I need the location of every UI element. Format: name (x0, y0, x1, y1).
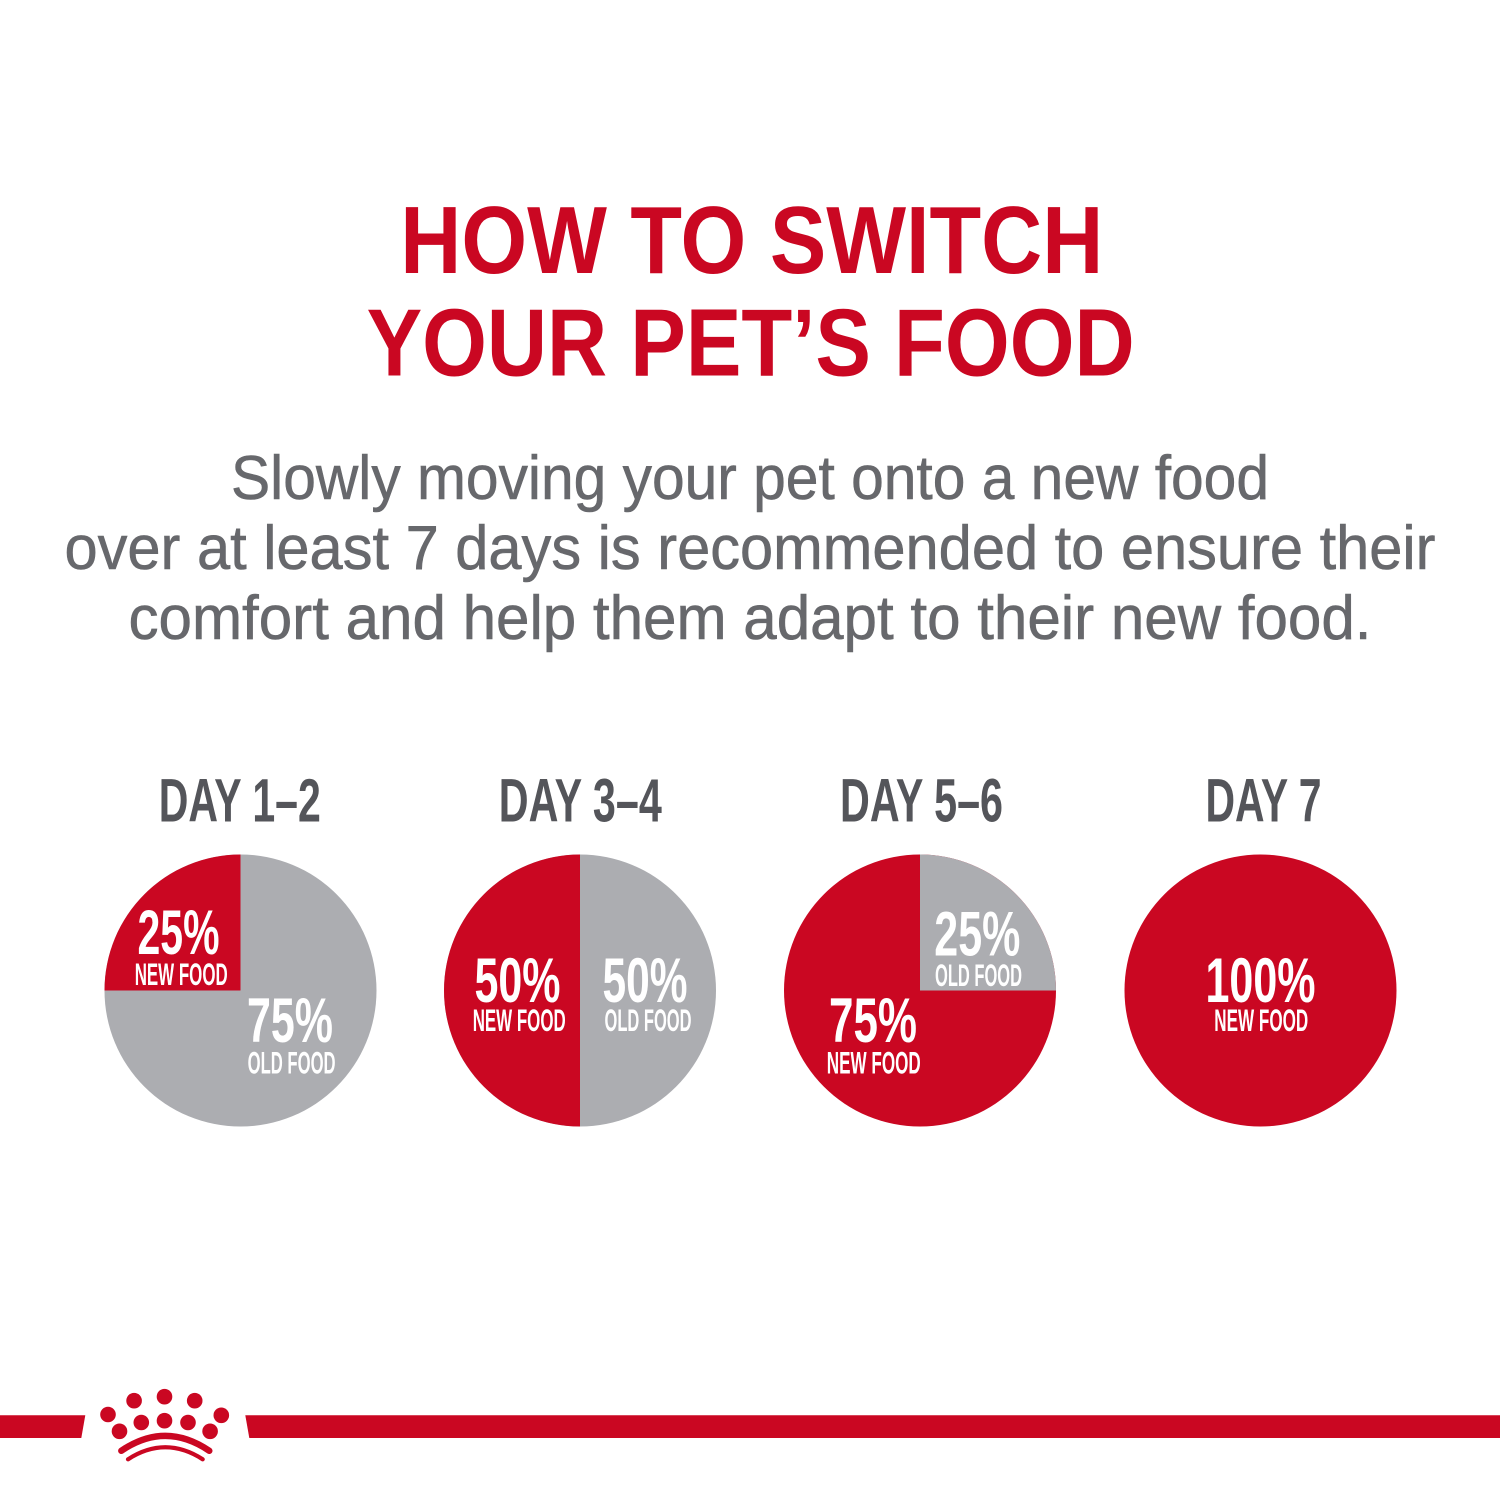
svg-text:NEW FOOD: NEW FOOD (473, 1003, 566, 1038)
svg-text:YOUR PET’S FOOD: YOUR PET’S FOOD (367, 291, 1135, 397)
svg-text:Slowly moving your pet onto a: Slowly moving your pet onto a new food (231, 444, 1269, 513)
svg-text:OLD FOOD: OLD FOOD (605, 1003, 692, 1038)
svg-text:100%: 100% (1206, 946, 1316, 1016)
svg-text:75%: 75% (247, 986, 333, 1056)
svg-text:50%: 50% (603, 946, 688, 1016)
svg-text:OLD FOOD: OLD FOOD (935, 958, 1022, 993)
svg-text:25%: 25% (934, 900, 1020, 970)
svg-text:75%: 75% (829, 986, 917, 1056)
svg-text:NEW FOOD: NEW FOOD (827, 1045, 921, 1080)
svg-text:NEW FOOD: NEW FOOD (135, 957, 228, 992)
svg-text:DAY 1–2: DAY 1–2 (159, 766, 321, 834)
svg-text:OLD FOOD: OLD FOOD (248, 1045, 336, 1080)
svg-text:comfort and help them adapt to: comfort and help them adapt to their new… (129, 584, 1372, 653)
svg-text:over at least 7 days is recomm: over at least 7 days is recommended to e… (65, 514, 1436, 583)
svg-text:NEW FOOD: NEW FOOD (1214, 1003, 1308, 1038)
svg-text:50%: 50% (475, 946, 561, 1016)
svg-text:DAY 5–6: DAY 5–6 (840, 766, 1003, 834)
svg-text:DAY 7: DAY 7 (1206, 766, 1322, 834)
svg-text:DAY 3–4: DAY 3–4 (499, 766, 662, 834)
svg-text:HOW TO SWITCH: HOW TO SWITCH (400, 188, 1103, 294)
svg-text:25%: 25% (138, 898, 220, 968)
